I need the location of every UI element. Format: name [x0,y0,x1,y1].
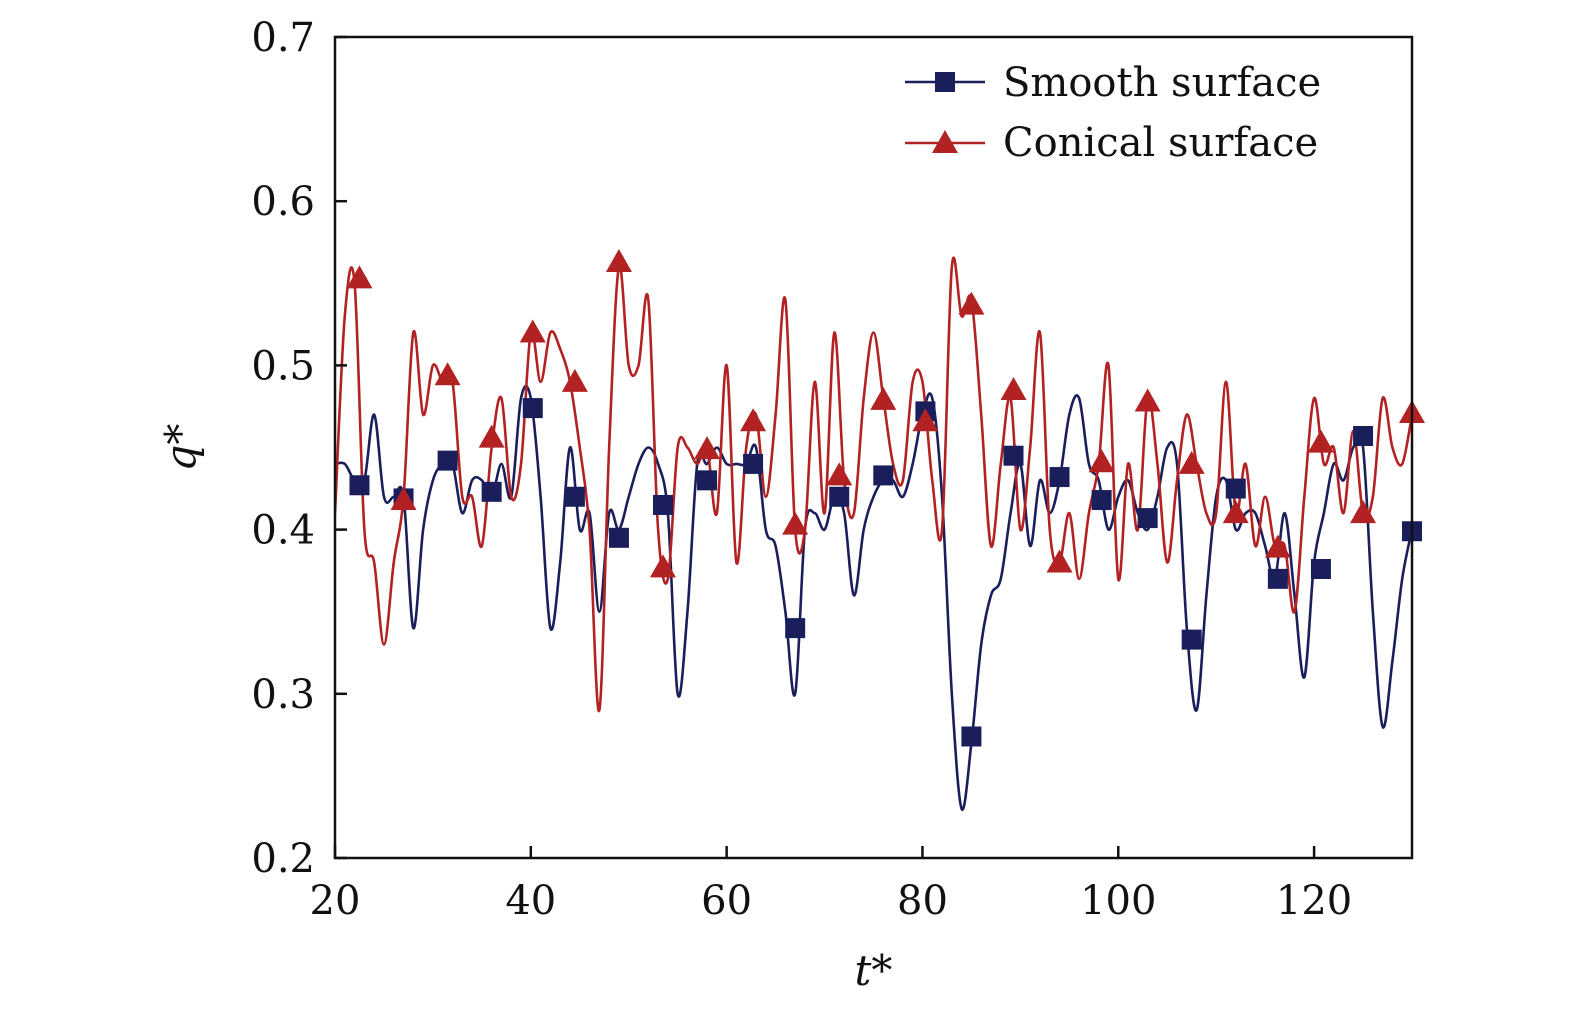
marker-triangle [1178,450,1205,474]
legend-marker-square [935,72,955,92]
marker-triangle [519,319,546,343]
marker-triangle [912,408,939,432]
marker-triangle [1088,449,1115,473]
y-axis-label: q* [156,424,205,472]
marker-square [608,527,629,548]
marker-square [1137,508,1158,529]
marker-square [1225,478,1246,499]
marker-triangle [1222,500,1249,524]
x-tick-label: 40 [505,878,556,924]
series-layer [335,256,1412,811]
marker-triangle [1264,534,1291,558]
marker-square [437,450,458,471]
series-line-smooth [335,384,1412,811]
y-tick-label: 0.5 [251,343,315,389]
marker-square [1049,467,1070,488]
marker-triangle [870,386,897,410]
x-axis-label: t* [855,946,893,995]
legend: Smooth surface Conical surface [905,60,1321,166]
marker-square [1003,445,1024,466]
y-tick-label: 0.2 [251,836,315,882]
marker-triangle [1134,388,1161,412]
marker-triangle [346,265,373,289]
marker-triangle [694,436,721,460]
x-tick-label: 60 [701,878,752,924]
marker-square [481,481,502,502]
y-tick-label: 0.4 [251,508,315,554]
tick-layer: 20 40 60 80 100 120 0.2 0.3 0.4 0.5 0.6 0.7 [251,15,1352,924]
marker-square [961,726,982,747]
marker-square [652,494,673,515]
marker-triangle [1046,549,1073,573]
marker-triangle [561,368,588,392]
marker-square [697,470,718,491]
legend-label-conical: Conical surface [1003,120,1318,166]
y-tick-label: 0.7 [251,15,315,61]
marker-square [349,475,370,496]
marker-triangle [434,362,461,386]
y-tick-label: 0.6 [251,179,315,225]
marker-triangle [782,511,809,535]
marker-layer [346,248,1425,747]
marker-triangle [478,424,505,448]
marker-triangle [1307,429,1334,453]
marker-square [829,486,850,507]
marker-square [1181,629,1202,650]
marker-triangle [1350,500,1377,524]
marker-triangle [390,487,417,511]
x-tick-label: 120 [1276,878,1352,924]
marker-triangle [740,408,767,432]
y-tick-label: 0.3 [251,672,315,718]
marker-square [743,453,764,474]
marker-triangle [1000,377,1027,401]
legend-marker-triangle [932,130,958,153]
marker-square [1353,426,1374,447]
marker-square [785,618,806,639]
marker-square [564,486,585,507]
series-line-conical [335,256,1412,713]
marker-square [1310,559,1331,580]
marker-triangle [649,554,676,578]
marker-square [1267,568,1288,589]
marker-triangle [826,462,853,486]
x-tick-label: 80 [897,878,948,924]
legend-label-smooth: Smooth surface [1003,60,1321,106]
plot-frame [333,35,1414,860]
marker-triangle [605,248,632,272]
marker-square [1091,490,1112,511]
marker-square [873,465,894,486]
x-tick-label: 20 [310,878,361,924]
marker-square [522,398,543,419]
marker-triangle [958,291,985,315]
x-tick-label: 100 [1080,878,1156,924]
